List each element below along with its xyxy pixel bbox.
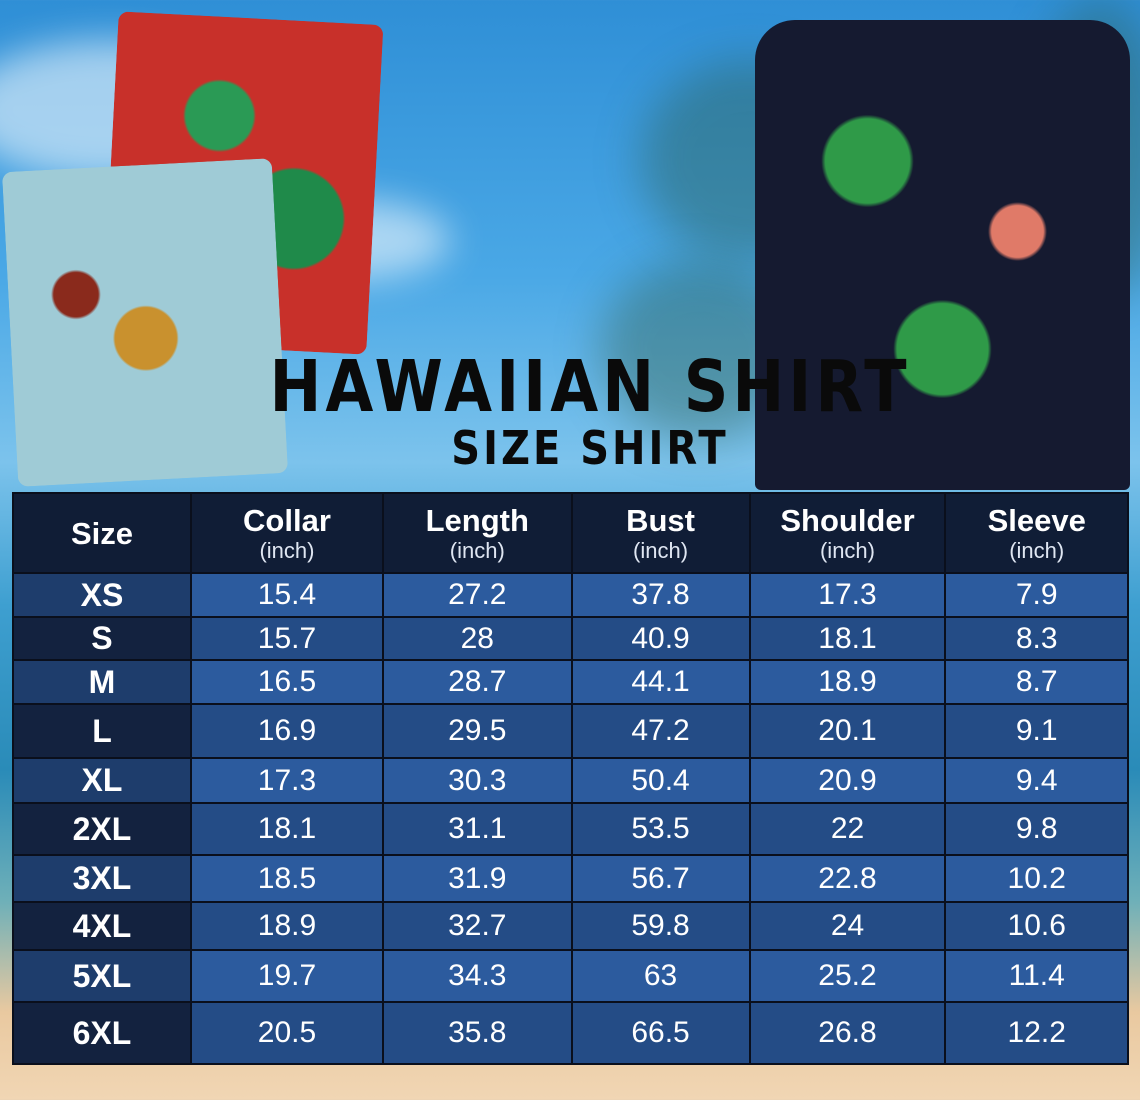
column-header-size: Size xyxy=(12,492,192,574)
size-label: M xyxy=(12,659,192,705)
measurement-cell: 24 xyxy=(748,901,947,951)
measurement-cell: 18.9 xyxy=(189,901,385,951)
column-header-bust: Bust (inch) xyxy=(570,492,751,574)
size-label: 6XL xyxy=(12,1001,192,1065)
table-header-row: Size Collar (inch) Length (inch) Bust (inch) Sh… xyxy=(12,492,1129,574)
column-header-unit: (inch) xyxy=(449,537,505,563)
table-row: S 15.7 28 40.9 18.1 8.3 xyxy=(12,616,1129,661)
measurement-cell: 53.5 xyxy=(570,802,751,856)
column-header-unit: (inch) xyxy=(259,537,315,563)
measurement-cell: 26.8 xyxy=(748,1001,947,1065)
measurement-cell: 25.2 xyxy=(748,949,947,1003)
measurement-cell: 9.4 xyxy=(944,757,1129,804)
measurement-cell: 9.1 xyxy=(944,703,1129,759)
measurement-cell: 37.8 xyxy=(570,572,751,618)
measurement-cell: 12.2 xyxy=(944,1001,1129,1065)
measurement-cell: 63 xyxy=(570,949,751,1003)
size-chart-table: Size Collar (inch) Length (inch) Bust (inch) Sh… xyxy=(12,492,1129,1065)
measurement-cell: 18.9 xyxy=(748,659,947,705)
measurement-cell: 9.8 xyxy=(944,802,1129,856)
model-shirt-image xyxy=(755,20,1130,490)
measurement-cell: 18.1 xyxy=(189,802,385,856)
column-header-collar: Collar (inch) xyxy=(189,492,385,574)
column-header-label: Sleeve xyxy=(987,502,1086,538)
column-header-label: Size xyxy=(70,515,133,551)
table-row: 4XL 18.9 32.7 59.8 24 10.6 xyxy=(12,901,1129,951)
table-row: L 16.9 29.5 47.2 20.1 9.1 xyxy=(12,703,1129,759)
size-label: L xyxy=(12,703,192,759)
column-header-shoulder: Shoulder (inch) xyxy=(748,492,947,574)
measurement-cell: 47.2 xyxy=(570,703,751,759)
size-label: S xyxy=(12,616,192,661)
size-label: XS xyxy=(12,572,192,618)
size-label: 2XL xyxy=(12,802,192,856)
measurement-cell: 20.1 xyxy=(748,703,947,759)
size-label: 5XL xyxy=(12,949,192,1003)
measurement-cell: 56.7 xyxy=(570,854,751,903)
measurement-cell: 66.5 xyxy=(570,1001,751,1065)
measurement-cell: 7.9 xyxy=(944,572,1129,618)
measurement-cell: 30.3 xyxy=(382,757,573,804)
measurement-cell: 44.1 xyxy=(570,659,751,705)
table-row: M 16.5 28.7 44.1 18.9 8.7 xyxy=(12,659,1129,705)
measurement-cell: 34.3 xyxy=(382,949,573,1003)
measurement-cell: 50.4 xyxy=(570,757,751,804)
column-header-unit: (inch) xyxy=(1009,537,1065,563)
column-header-sleeve: Sleeve (inch) xyxy=(944,492,1129,574)
table-row: 2XL 18.1 31.1 53.5 22 9.8 xyxy=(12,802,1129,856)
measurement-cell: 22.8 xyxy=(748,854,947,903)
measurement-cell: 19.7 xyxy=(189,949,385,1003)
column-header-unit: (inch) xyxy=(819,537,875,563)
column-header-label: Collar xyxy=(243,502,331,538)
measurement-cell: 35.8 xyxy=(382,1001,573,1065)
measurement-cell: 18.5 xyxy=(189,854,385,903)
measurement-cell: 17.3 xyxy=(189,757,385,804)
column-header-unit: (inch) xyxy=(633,537,689,563)
measurement-cell: 31.9 xyxy=(382,854,573,903)
table-row: 6XL 20.5 35.8 66.5 26.8 12.2 xyxy=(12,1001,1129,1065)
column-header-length: Length (inch) xyxy=(382,492,573,574)
measurement-cell: 10.2 xyxy=(944,854,1129,903)
measurement-cell: 22 xyxy=(748,802,947,856)
size-label: 3XL xyxy=(12,854,192,903)
size-label: XL xyxy=(12,757,192,804)
size-label: 4XL xyxy=(12,901,192,951)
table-row: XL 17.3 30.3 50.4 20.9 9.4 xyxy=(12,757,1129,804)
column-header-label: Length xyxy=(425,502,529,538)
measurement-cell: 28 xyxy=(382,616,573,661)
column-header-label: Bust xyxy=(626,502,695,538)
measurement-cell: 15.7 xyxy=(189,616,385,661)
page-title: HAWAIIAN SHIRT xyxy=(269,344,911,429)
measurement-cell: 40.9 xyxy=(570,616,751,661)
table-row: 5XL 19.7 34.3 63 25.2 11.4 xyxy=(12,949,1129,1003)
measurement-cell: 29.5 xyxy=(382,703,573,759)
measurement-cell: 16.5 xyxy=(189,659,385,705)
measurement-cell: 10.6 xyxy=(944,901,1129,951)
measurement-cell: 16.9 xyxy=(189,703,385,759)
measurement-cell: 31.1 xyxy=(382,802,573,856)
measurement-cell: 20.5 xyxy=(189,1001,385,1065)
measurement-cell: 59.8 xyxy=(570,901,751,951)
page-subtitle: SIZE SHIRT xyxy=(451,422,729,476)
table-row: 3XL 18.5 31.9 56.7 22.8 10.2 xyxy=(12,854,1129,903)
measurement-cell: 8.7 xyxy=(944,659,1129,705)
measurement-cell: 20.9 xyxy=(748,757,947,804)
measurement-cell: 17.3 xyxy=(748,572,947,618)
column-header-label: Shoulder xyxy=(780,502,915,538)
measurement-cell: 8.3 xyxy=(944,616,1129,661)
measurement-cell: 15.4 xyxy=(189,572,385,618)
measurement-cell: 32.7 xyxy=(382,901,573,951)
measurement-cell: 28.7 xyxy=(382,659,573,705)
measurement-cell: 27.2 xyxy=(382,572,573,618)
measurement-cell: 11.4 xyxy=(944,949,1129,1003)
table-row: XS 15.4 27.2 37.8 17.3 7.9 xyxy=(12,572,1129,618)
measurement-cell: 18.1 xyxy=(748,616,947,661)
